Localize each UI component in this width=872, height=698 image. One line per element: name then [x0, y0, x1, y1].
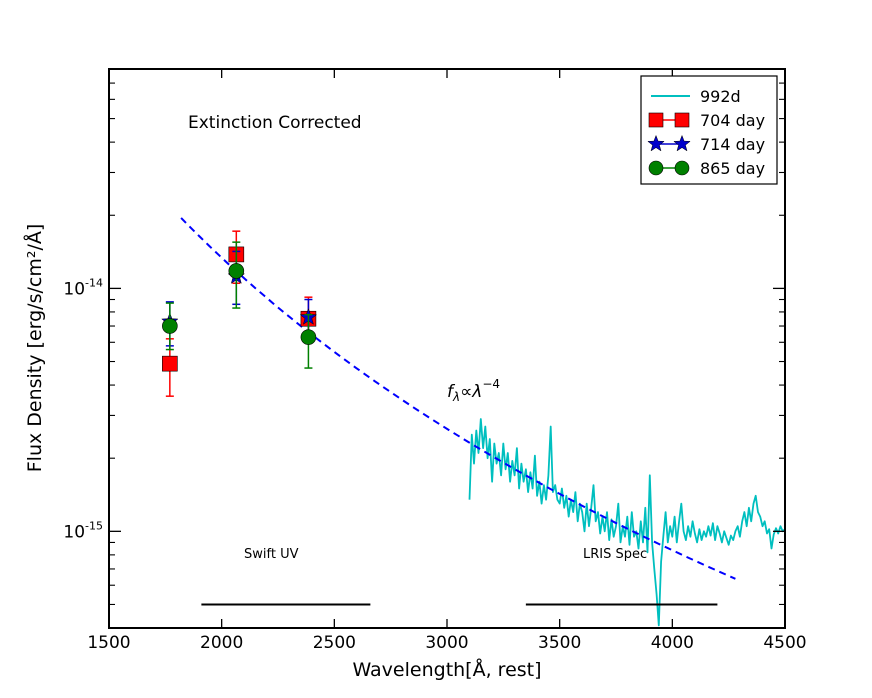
legend-714-star-right: [673, 134, 691, 152]
y-tick-label--15: 10-15: [63, 519, 103, 542]
legend-704-swatch: [648, 112, 690, 128]
point-865-day-2: [300, 329, 317, 345]
x-axis-title: Wavelength[Å, rest]: [352, 658, 541, 681]
legend: 992d 704 day 714 day 865 day: [640, 75, 778, 185]
legend-992d-label: 992d: [700, 87, 741, 106]
legend-865-label: 865 day: [700, 159, 765, 178]
y-tick-label--14: 10-14: [63, 276, 103, 299]
x-tick-label-3500: 3500: [538, 633, 581, 653]
x-tick-label-2000: 2000: [200, 633, 243, 653]
swift-uv-label: Swift UV: [244, 547, 299, 562]
spectrum-992d-line: [468, 418, 785, 627]
point-704-day-0: [162, 355, 178, 372]
y-axis-title: Flux Density [erg/s/cm²/Å]: [23, 224, 46, 473]
x-tick-label-3000: 3000: [425, 633, 468, 653]
lris-spec-label: LRIS Spec: [583, 547, 647, 562]
x-tick-label-2500: 2500: [313, 633, 356, 653]
x-tick-label-4500: 4500: [763, 633, 806, 653]
powerlaw-f: f: [447, 382, 456, 402]
legend-865-swatch: [648, 160, 690, 176]
plot-area: [161, 217, 785, 627]
powerlaw-exponent: −4: [482, 377, 500, 391]
powerlaw-label: fλ∝λ−4: [447, 377, 500, 404]
powerlaw-subscript: λ: [452, 390, 460, 404]
legend-704-label: 704 day: [700, 111, 765, 130]
x-tick-label-4000: 4000: [651, 633, 694, 653]
powerlaw-fit-line: [180, 217, 736, 580]
point-865-day-1: [228, 263, 245, 279]
point-865-day-0: [162, 318, 178, 334]
legend-714-star-left: [647, 134, 665, 152]
axes: 1500 2000 2500 3000 3500 4000 4500 10-14 10-15: [63, 68, 807, 653]
extinction-corrected-label: Extinction Corrected: [188, 113, 362, 133]
legend-714-swatch: [647, 134, 691, 152]
legend-box: [640, 75, 778, 185]
x-tick-label-1500: 1500: [87, 633, 130, 653]
legend-714-label: 714 day: [700, 135, 765, 154]
powerlaw-relation: ∝λ: [460, 382, 482, 402]
